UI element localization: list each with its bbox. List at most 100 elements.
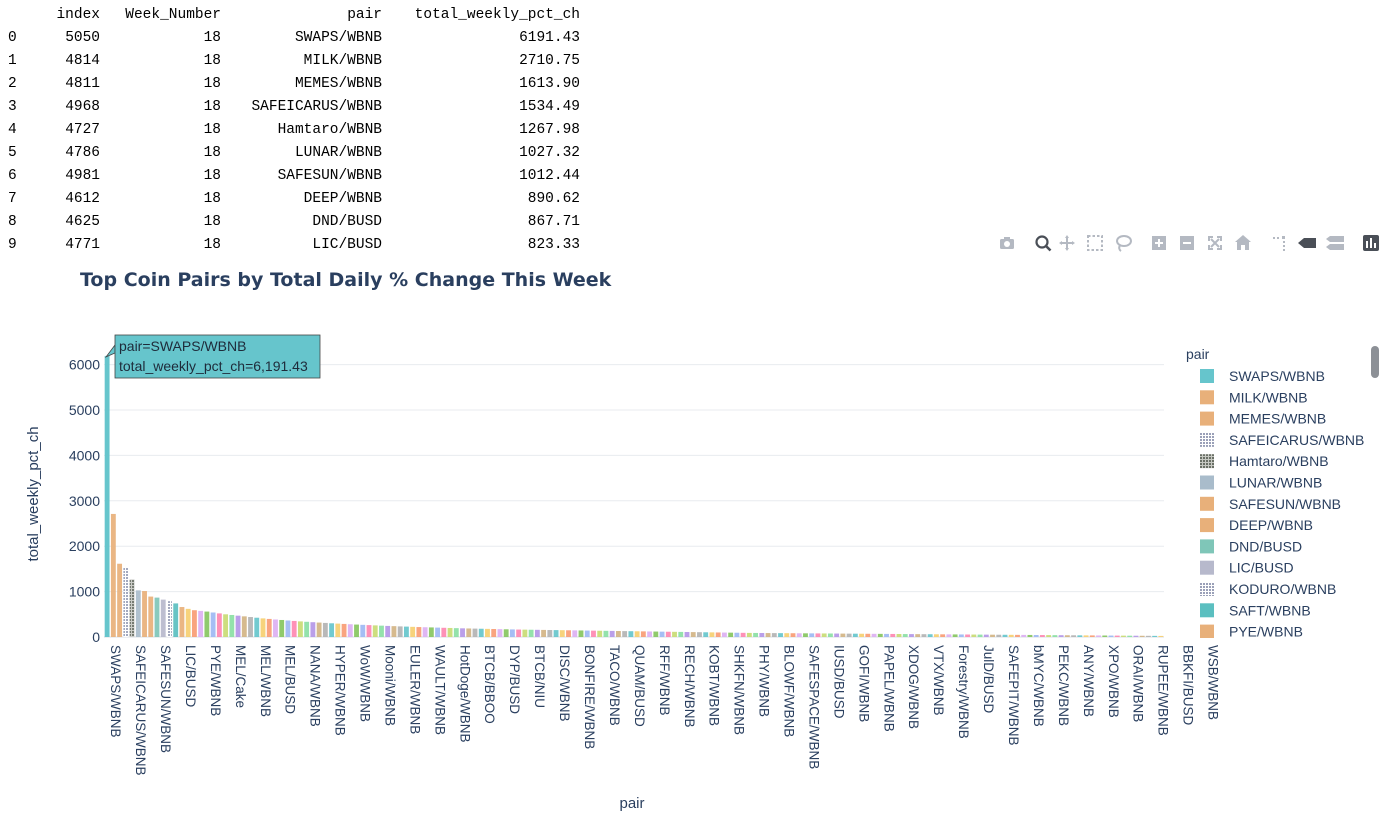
chart-bar[interactable] bbox=[1158, 635, 1164, 637]
chart-bar[interactable] bbox=[485, 628, 490, 637]
chart-bar[interactable] bbox=[584, 630, 590, 637]
chart-bar[interactable] bbox=[360, 624, 366, 637]
legend-item-label[interactable]: DEEP/WBNB bbox=[1229, 517, 1313, 533]
chart-bar[interactable] bbox=[1096, 635, 1101, 637]
chart-bar[interactable] bbox=[609, 630, 615, 637]
legend-item-label[interactable]: DND/BUSD bbox=[1229, 538, 1302, 554]
chart-bar[interactable] bbox=[965, 634, 971, 637]
chart-bar[interactable] bbox=[491, 629, 497, 637]
legend-swatch[interactable] bbox=[1200, 496, 1214, 511]
chart-bar[interactable] bbox=[977, 634, 983, 637]
chart-bar[interactable] bbox=[528, 629, 534, 637]
chart-bar[interactable] bbox=[559, 630, 565, 637]
chart-bar[interactable] bbox=[553, 630, 559, 637]
chart-bar[interactable] bbox=[1002, 634, 1008, 637]
chart-bar[interactable] bbox=[896, 634, 902, 637]
chart-bar[interactable] bbox=[229, 614, 235, 637]
chart-bar[interactable] bbox=[235, 615, 241, 637]
chart-bar[interactable] bbox=[1127, 635, 1133, 637]
chart-bar[interactable] bbox=[403, 626, 409, 637]
chart-bar[interactable] bbox=[1033, 635, 1039, 637]
chart-bar[interactable] bbox=[721, 632, 727, 637]
chart-bar[interactable] bbox=[684, 632, 690, 637]
legend-scrollbar[interactable] bbox=[1371, 346, 1379, 378]
chart-bar[interactable] bbox=[503, 629, 509, 637]
chart-bar[interactable] bbox=[678, 631, 684, 637]
chart-bar[interactable] bbox=[273, 619, 278, 637]
legend-swatch[interactable] bbox=[1200, 432, 1214, 447]
chart-bar[interactable] bbox=[216, 613, 222, 637]
legend-swatch[interactable] bbox=[1200, 454, 1214, 469]
chart-bar[interactable] bbox=[260, 618, 266, 637]
chart-bar[interactable] bbox=[1008, 634, 1014, 637]
chart-bar[interactable] bbox=[672, 631, 677, 637]
spike-lines-icon[interactable] bbox=[1268, 232, 1290, 254]
box-select-icon[interactable] bbox=[1084, 232, 1106, 254]
chart-bar[interactable] bbox=[441, 627, 447, 637]
chart-bar[interactable] bbox=[129, 579, 135, 637]
chart-bar[interactable] bbox=[859, 633, 865, 637]
chart-bar[interactable] bbox=[697, 632, 702, 637]
legend-item-label[interactable]: LIC/BUSD bbox=[1229, 560, 1294, 576]
pan-icon[interactable] bbox=[1056, 232, 1078, 254]
chart-bar[interactable] bbox=[204, 611, 210, 637]
chart-bar[interactable] bbox=[509, 629, 515, 637]
chart-bar[interactable] bbox=[703, 632, 709, 637]
chart-bar[interactable] bbox=[198, 610, 204, 637]
chart-bar[interactable] bbox=[603, 630, 609, 637]
reset-axes-icon[interactable] bbox=[1232, 232, 1254, 254]
chart-bar[interactable] bbox=[279, 619, 285, 637]
chart-bar[interactable] bbox=[815, 633, 821, 637]
chart-bar[interactable] bbox=[971, 634, 977, 637]
chart-bar[interactable] bbox=[117, 563, 123, 637]
chart-bar[interactable] bbox=[347, 624, 353, 637]
chart-bar[interactable] bbox=[865, 633, 871, 637]
chart-bar[interactable] bbox=[647, 631, 653, 637]
chart-bar[interactable] bbox=[366, 625, 372, 637]
chart-bar[interactable] bbox=[210, 612, 216, 637]
chart-bar[interactable] bbox=[740, 632, 746, 637]
chart-bar[interactable] bbox=[291, 620, 297, 637]
chart-bar[interactable] bbox=[877, 633, 883, 637]
chart-bar[interactable] bbox=[1039, 635, 1045, 637]
chart-bar[interactable] bbox=[460, 628, 465, 637]
chart-bar[interactable] bbox=[784, 633, 790, 637]
chart-bar[interactable] bbox=[615, 631, 621, 637]
chart-bar[interactable] bbox=[1089, 635, 1095, 637]
chart-bar[interactable] bbox=[1046, 635, 1052, 637]
legend-swatch[interactable] bbox=[1200, 624, 1214, 639]
legend-swatch[interactable] bbox=[1200, 518, 1214, 533]
chart-bar[interactable] bbox=[884, 633, 889, 637]
chart-bar[interactable] bbox=[996, 634, 1002, 637]
hover-compare-icon[interactable] bbox=[1324, 232, 1346, 254]
chart-bar[interactable] bbox=[871, 633, 877, 637]
chart-bar[interactable] bbox=[578, 630, 584, 637]
chart-bar[interactable] bbox=[123, 567, 129, 637]
chart-bar[interactable] bbox=[167, 601, 172, 637]
chart-bar[interactable] bbox=[416, 627, 422, 637]
lasso-select-icon[interactable] bbox=[1112, 232, 1134, 254]
chart-bar[interactable] bbox=[1108, 635, 1114, 637]
chart-bar[interactable] bbox=[796, 633, 802, 637]
chart-bar[interactable] bbox=[223, 614, 229, 637]
chart-bar[interactable] bbox=[827, 633, 833, 637]
chart-bar[interactable] bbox=[778, 633, 783, 637]
chart-bar[interactable] bbox=[1052, 635, 1058, 637]
chart-bar[interactable] bbox=[266, 618, 272, 637]
chart-bar[interactable] bbox=[790, 633, 796, 637]
chart-bar[interactable] bbox=[316, 622, 322, 637]
chart-bar[interactable] bbox=[379, 625, 384, 637]
chart-bar[interactable] bbox=[385, 625, 391, 637]
chart-bar[interactable] bbox=[983, 634, 989, 637]
chart-bar[interactable] bbox=[354, 624, 359, 637]
chart-bar[interactable] bbox=[428, 627, 434, 637]
chart-bar[interactable] bbox=[1152, 635, 1158, 637]
chart-bar[interactable] bbox=[1077, 635, 1083, 637]
chart-bar[interactable] bbox=[516, 629, 522, 637]
legend-item-label[interactable]: Hamtaro/WBNB bbox=[1229, 453, 1329, 469]
chart-bar[interactable] bbox=[840, 633, 846, 637]
chart-bar[interactable] bbox=[1058, 635, 1064, 637]
chart-bar[interactable] bbox=[322, 622, 328, 637]
legend-swatch[interactable] bbox=[1200, 390, 1214, 405]
chart-bar[interactable] bbox=[640, 631, 646, 637]
